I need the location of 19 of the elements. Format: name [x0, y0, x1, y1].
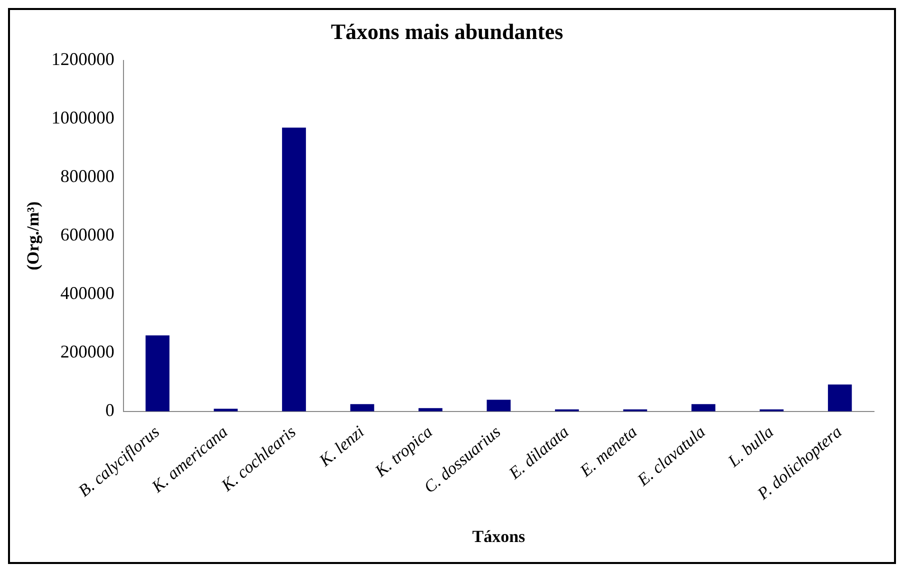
bar	[418, 408, 442, 412]
bar	[828, 384, 852, 412]
x-axis-title: Táxons	[472, 527, 526, 546]
y-tick-label: 1000000	[51, 108, 114, 128]
chart-title: Táxons mais abundantes	[330, 18, 564, 44]
x-tick-label: K. lenzi	[314, 422, 368, 471]
y-axis-title: (Org./m³)	[24, 201, 43, 270]
bar	[691, 404, 716, 412]
y-tick-label: 400000	[60, 283, 114, 304]
y-tick-label: 600000	[60, 224, 114, 245]
y-tick-label: 1200000	[51, 49, 114, 70]
bar	[282, 128, 306, 412]
x-tick-label: L. bulla	[724, 422, 778, 472]
y-tick-label: 200000	[60, 342, 114, 362]
bar	[350, 404, 374, 412]
y-tick-label: 800000	[60, 166, 114, 186]
y-tick-label: 0	[105, 400, 114, 420]
bar	[486, 400, 511, 412]
bar	[146, 335, 170, 412]
